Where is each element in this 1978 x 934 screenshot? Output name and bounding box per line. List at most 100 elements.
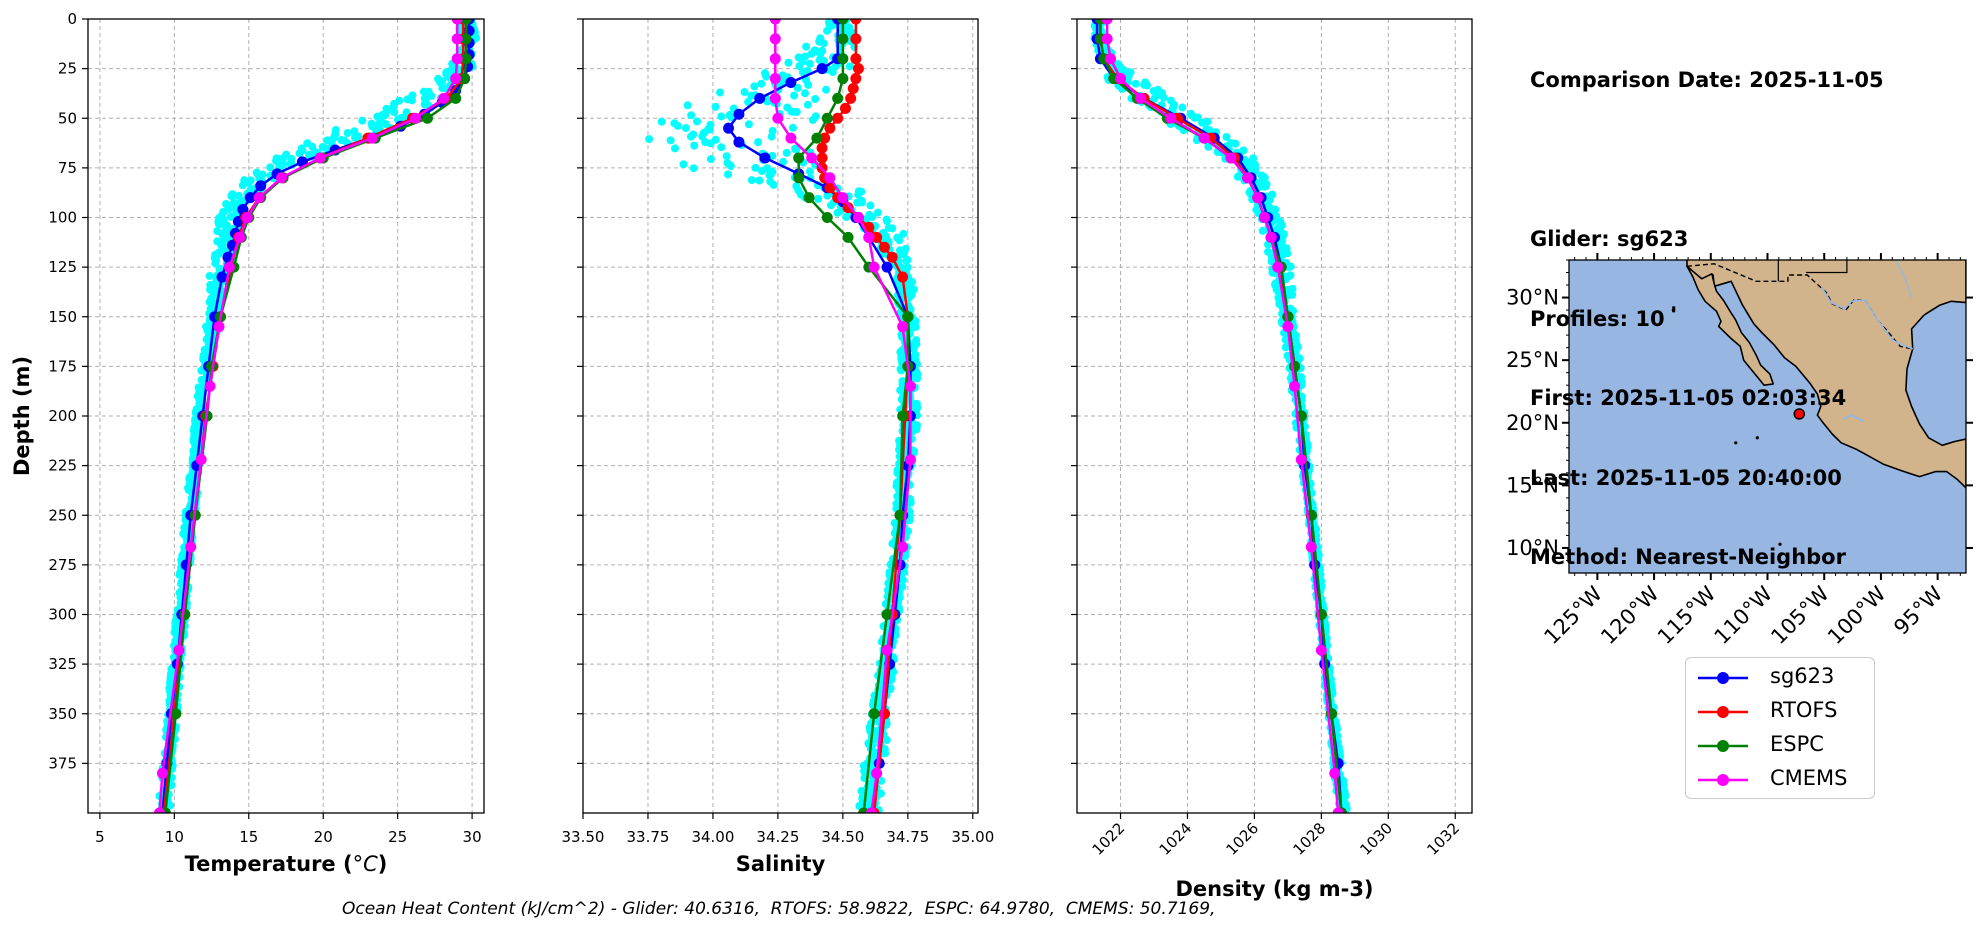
glider-scatter-point — [757, 166, 766, 175]
x-tick-label: 34.25 — [756, 828, 799, 846]
glider-scatter-point — [816, 49, 825, 58]
glider-scatter-point — [205, 271, 214, 280]
comparison-info: Comparison Date: 2025-11-05 Glider: sg62… — [1530, 14, 1884, 597]
glider-scatter-point — [747, 176, 756, 185]
glider-scatter-point — [214, 220, 223, 229]
glider-scatter-point — [744, 98, 753, 107]
x-tick-label: 1032 — [1423, 819, 1463, 859]
legend-label: RTOFS — [1770, 698, 1838, 722]
glider-scatter-point — [905, 516, 914, 525]
series-marker — [839, 102, 851, 114]
glider-scatter-point — [1159, 93, 1168, 102]
glider-scatter-point — [693, 117, 702, 126]
series-marker — [253, 192, 265, 204]
glider-scatter-point — [884, 223, 893, 232]
series-marker — [842, 202, 854, 214]
glider-scatter-point — [792, 145, 801, 154]
mexico-usa-land — [1686, 260, 1966, 489]
series-marker — [451, 19, 463, 25]
series-marker — [803, 192, 815, 204]
y-tick-label: 375 — [48, 754, 77, 772]
glider-scatter-point — [304, 150, 313, 159]
series-espc — [793, 19, 914, 813]
glider-scatter-point — [833, 208, 842, 217]
island — [1778, 542, 1782, 546]
series-marker — [824, 172, 836, 184]
glider-scatter-point — [1222, 132, 1231, 141]
series-cmems — [1101, 19, 1344, 813]
glider-scatter-point — [419, 87, 428, 96]
glider-scatter-point — [866, 201, 875, 210]
glider-scatter-point — [706, 155, 715, 164]
glider-scatter-point — [825, 20, 834, 29]
series-marker — [904, 454, 916, 466]
series-marker — [821, 112, 833, 124]
glider-scatter-point — [407, 96, 416, 105]
series-marker — [1101, 19, 1113, 25]
first-profile-time: First: 2025-11-05 02:03:34 — [1530, 386, 1847, 410]
glider-name: Glider: sg623 — [1530, 227, 1689, 251]
series-marker — [897, 410, 909, 422]
glider-scatter-point — [795, 62, 804, 71]
series-marker — [897, 321, 909, 333]
glider-scatter-point — [805, 59, 814, 68]
series-marker — [1315, 644, 1327, 656]
map-y-tick-label: 25°N — [1506, 348, 1559, 372]
x-tick-label: 1022 — [1089, 819, 1129, 859]
y-tick-label: 175 — [48, 357, 77, 375]
series-marker — [1258, 212, 1270, 223]
glider-scatter-point — [295, 149, 304, 158]
series-marker — [156, 767, 168, 779]
unit-degree: °C — [353, 852, 379, 876]
y-tick-label: 150 — [48, 308, 77, 326]
glider-scatter-point — [823, 26, 832, 35]
legend-label: CMEMS — [1770, 766, 1848, 790]
glider-scatter-point — [790, 91, 799, 100]
series-marker — [863, 231, 875, 243]
series-marker — [821, 212, 833, 223]
state-border — [1806, 260, 1848, 274]
series-marker — [723, 122, 735, 134]
series-marker — [241, 212, 253, 223]
glider-scatter-point — [1286, 262, 1295, 271]
x-axis-label: Temperature (°C) — [185, 852, 388, 876]
glider-scatter-point — [666, 136, 675, 145]
x-axis-label: Salinity — [736, 852, 826, 876]
glider-scatter-point — [767, 132, 776, 141]
glider-scatter-point — [726, 161, 735, 170]
x-tick-label: 30 — [463, 828, 482, 846]
baja-california — [1686, 265, 1774, 387]
series-marker — [824, 122, 836, 134]
map-y-tick-label: 10°N — [1506, 536, 1559, 560]
series-marker — [1329, 767, 1341, 779]
x-tick-label: 1024 — [1156, 819, 1196, 859]
series-marker — [1289, 380, 1301, 392]
series-marker — [1242, 172, 1254, 184]
series-marker — [871, 231, 883, 243]
y-tick-label: 25 — [58, 60, 77, 78]
glider-scatter-point — [1233, 172, 1242, 181]
series-marker — [1101, 33, 1113, 45]
glider-scatter-point — [358, 116, 367, 125]
x-tick-label: 34.00 — [691, 828, 734, 846]
glider-scatter-point — [1231, 139, 1240, 148]
glider-scatter-point — [881, 749, 890, 758]
glider-scatter-point — [803, 100, 812, 109]
glider-scatter-point — [701, 138, 710, 147]
series-marker — [868, 261, 880, 273]
series-marker — [865, 807, 877, 813]
comparison-method: Method: Nearest-Neighbor — [1530, 545, 1846, 569]
series-marker — [850, 73, 862, 85]
glider-scatter-point — [763, 97, 772, 106]
glider-scatter-point — [854, 190, 863, 199]
series-marker — [832, 112, 844, 124]
series-marker — [769, 53, 781, 65]
glider-scatter-point — [380, 110, 389, 119]
map-y-tick-label: 20°N — [1506, 411, 1559, 435]
x-tick-label: 5 — [95, 828, 105, 846]
series-marker — [1305, 541, 1317, 553]
series-marker — [276, 172, 288, 184]
unit-close: ) — [378, 852, 388, 876]
glider-scatter-point — [750, 82, 759, 91]
glider-scatter-point — [687, 111, 696, 120]
